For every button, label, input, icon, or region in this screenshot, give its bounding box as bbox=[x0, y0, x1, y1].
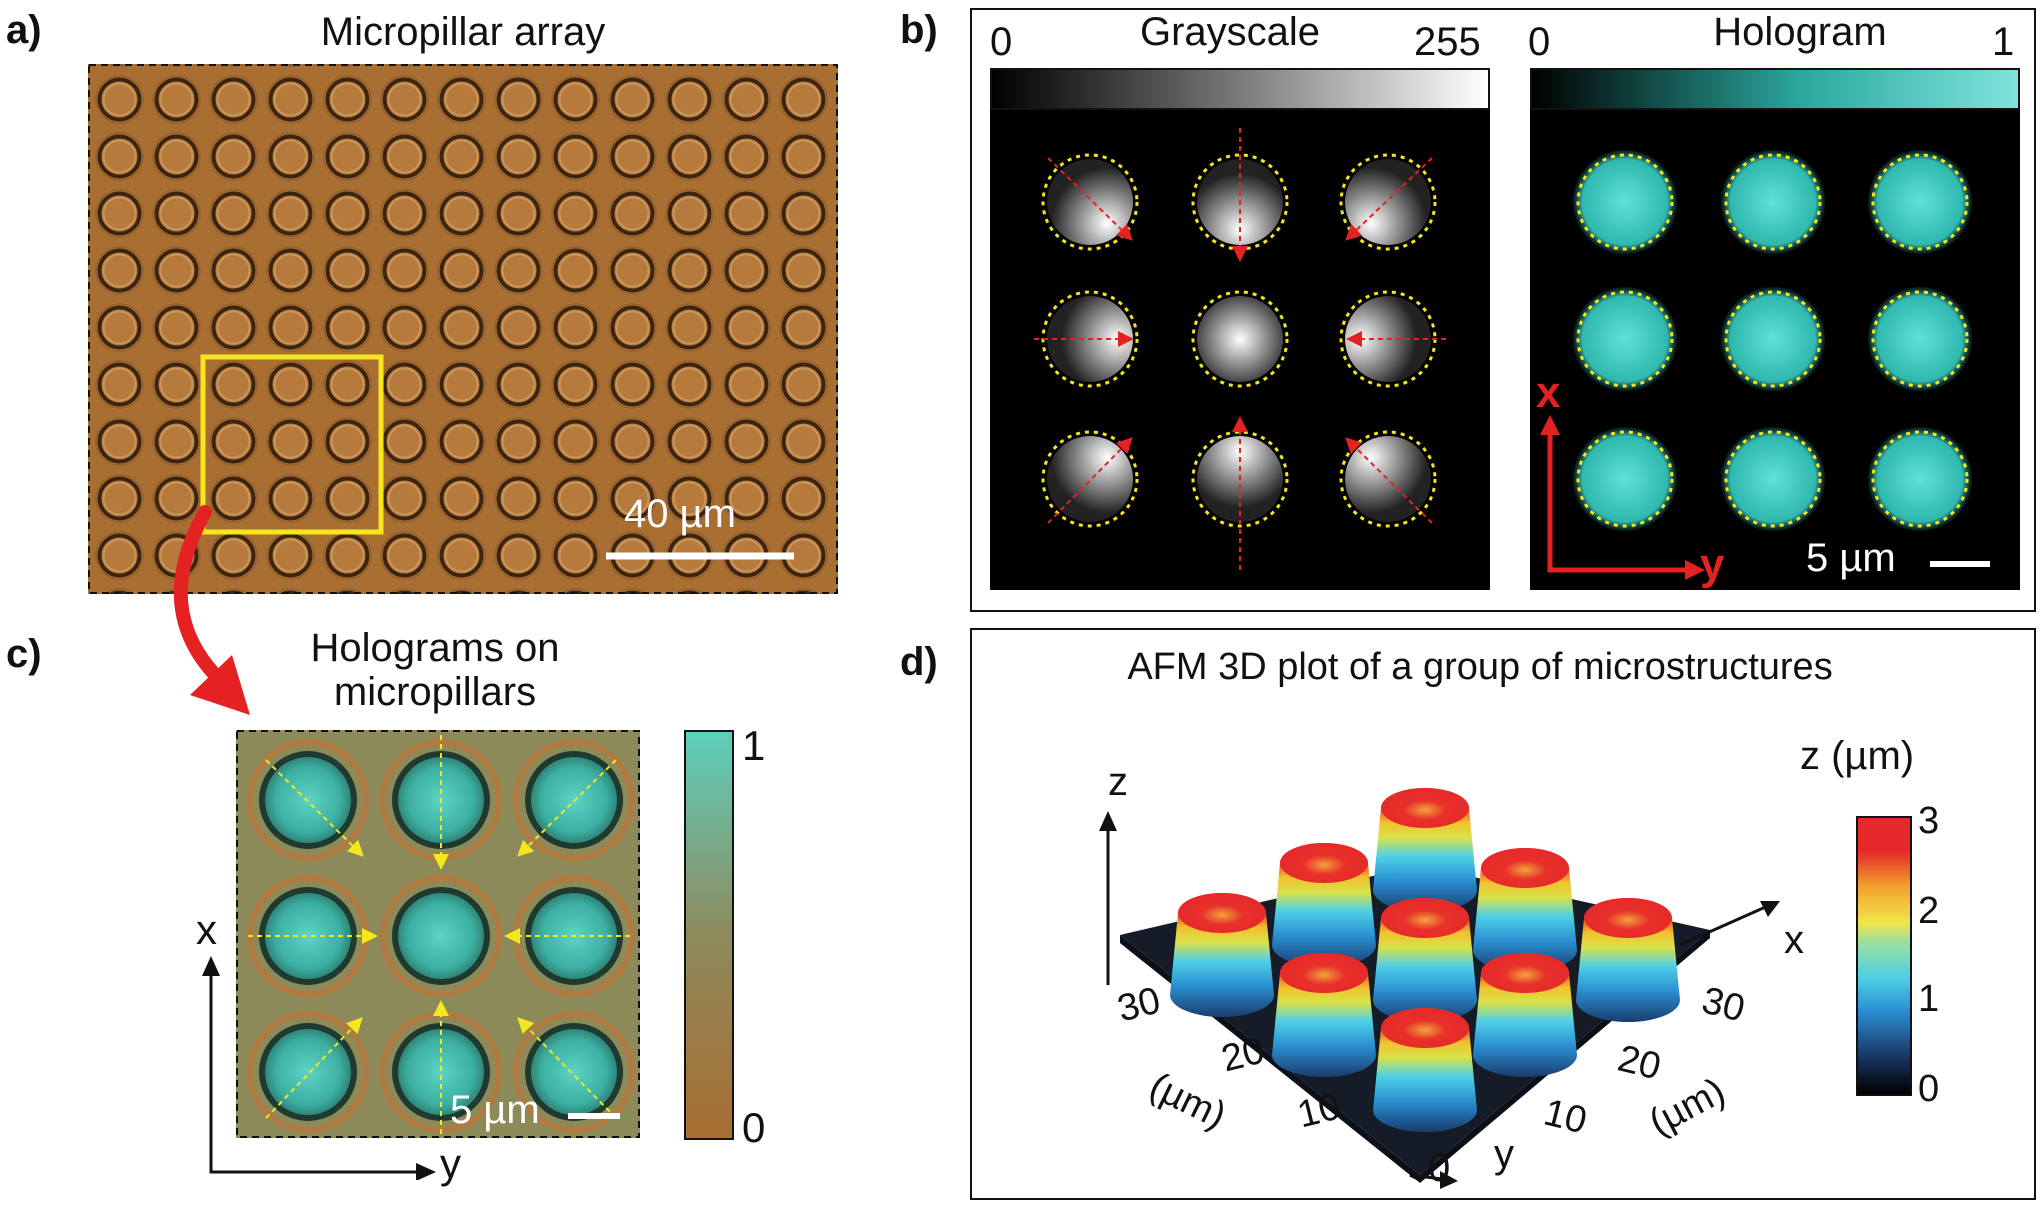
hologram-max: 1 bbox=[1992, 20, 2015, 64]
grayscale-pattern-image bbox=[990, 110, 1490, 590]
panel-label-b: b) bbox=[900, 8, 938, 52]
xy-axes-c bbox=[202, 956, 436, 1180]
axis-x-label-d: x bbox=[1784, 918, 1804, 962]
axis-x-label-c: x bbox=[196, 906, 217, 953]
panel-b-frame bbox=[970, 8, 2036, 612]
zoom-arrow bbox=[173, 505, 250, 715]
panel-d-colorbar-title: z (µm) bbox=[1800, 734, 1915, 778]
colorbar-tick-3: 3 bbox=[1918, 800, 1940, 842]
scale-bar-c-label: 5 µm bbox=[450, 1088, 540, 1132]
axis-y-label-b: y bbox=[1700, 540, 1725, 589]
panel-c-colorbar-max: 1 bbox=[742, 722, 766, 769]
panel-d-colorbar bbox=[1856, 816, 1912, 1096]
axis-y-label-c: y bbox=[440, 1140, 461, 1187]
selection-box bbox=[200, 354, 384, 535]
axis-z-label-d: z bbox=[1108, 760, 1128, 804]
panel-d-frame bbox=[970, 628, 2036, 1200]
origin-label-d: 0 bbox=[1428, 1146, 1451, 1190]
hologram-title: Hologram bbox=[1713, 10, 1887, 54]
grayscale-title: Grayscale bbox=[1139, 10, 1321, 54]
afm-3d-plot bbox=[1099, 788, 1780, 1189]
colorbar-tick-1: 1 bbox=[1918, 978, 1940, 1020]
scale-bar-b-label: 5 µm bbox=[1806, 536, 1896, 580]
panel-c-colorbar bbox=[684, 730, 734, 1140]
hologram-min: 0 bbox=[1528, 20, 1551, 64]
hologram-colorbar bbox=[1530, 68, 2020, 110]
micropillar-array-image bbox=[88, 64, 838, 594]
panel-label-a: a) bbox=[6, 8, 42, 52]
panel-label-c: c) bbox=[6, 632, 42, 676]
grayscale-colorbar bbox=[990, 68, 1490, 110]
panel-d-title: AFM 3D plot of a group of microstructure… bbox=[1127, 646, 1833, 688]
panel-label-d: d) bbox=[900, 640, 938, 684]
panel-c-title-line2: micropillars bbox=[333, 670, 537, 714]
panel-a-title: Micropillar array bbox=[320, 10, 606, 54]
xy-axes-b bbox=[1547, 430, 1690, 573]
grayscale-max: 255 bbox=[1414, 20, 1481, 64]
panel-c-title-line1: Holograms on bbox=[310, 626, 560, 670]
holograms-on-micropillars-image bbox=[236, 730, 640, 1138]
colorbar-tick-2: 2 bbox=[1918, 890, 1940, 932]
hologram-pattern-image bbox=[1530, 110, 2020, 590]
axis-x-label-b: x bbox=[1536, 368, 1561, 417]
colorbar-tick-0: 0 bbox=[1918, 1068, 1940, 1110]
panel-c-colorbar-min: 0 bbox=[742, 1104, 766, 1151]
axis-y-label-d: y bbox=[1494, 1132, 1514, 1176]
scale-bar-a-label: 40 µm bbox=[624, 492, 736, 536]
grayscale-min: 0 bbox=[990, 20, 1013, 64]
